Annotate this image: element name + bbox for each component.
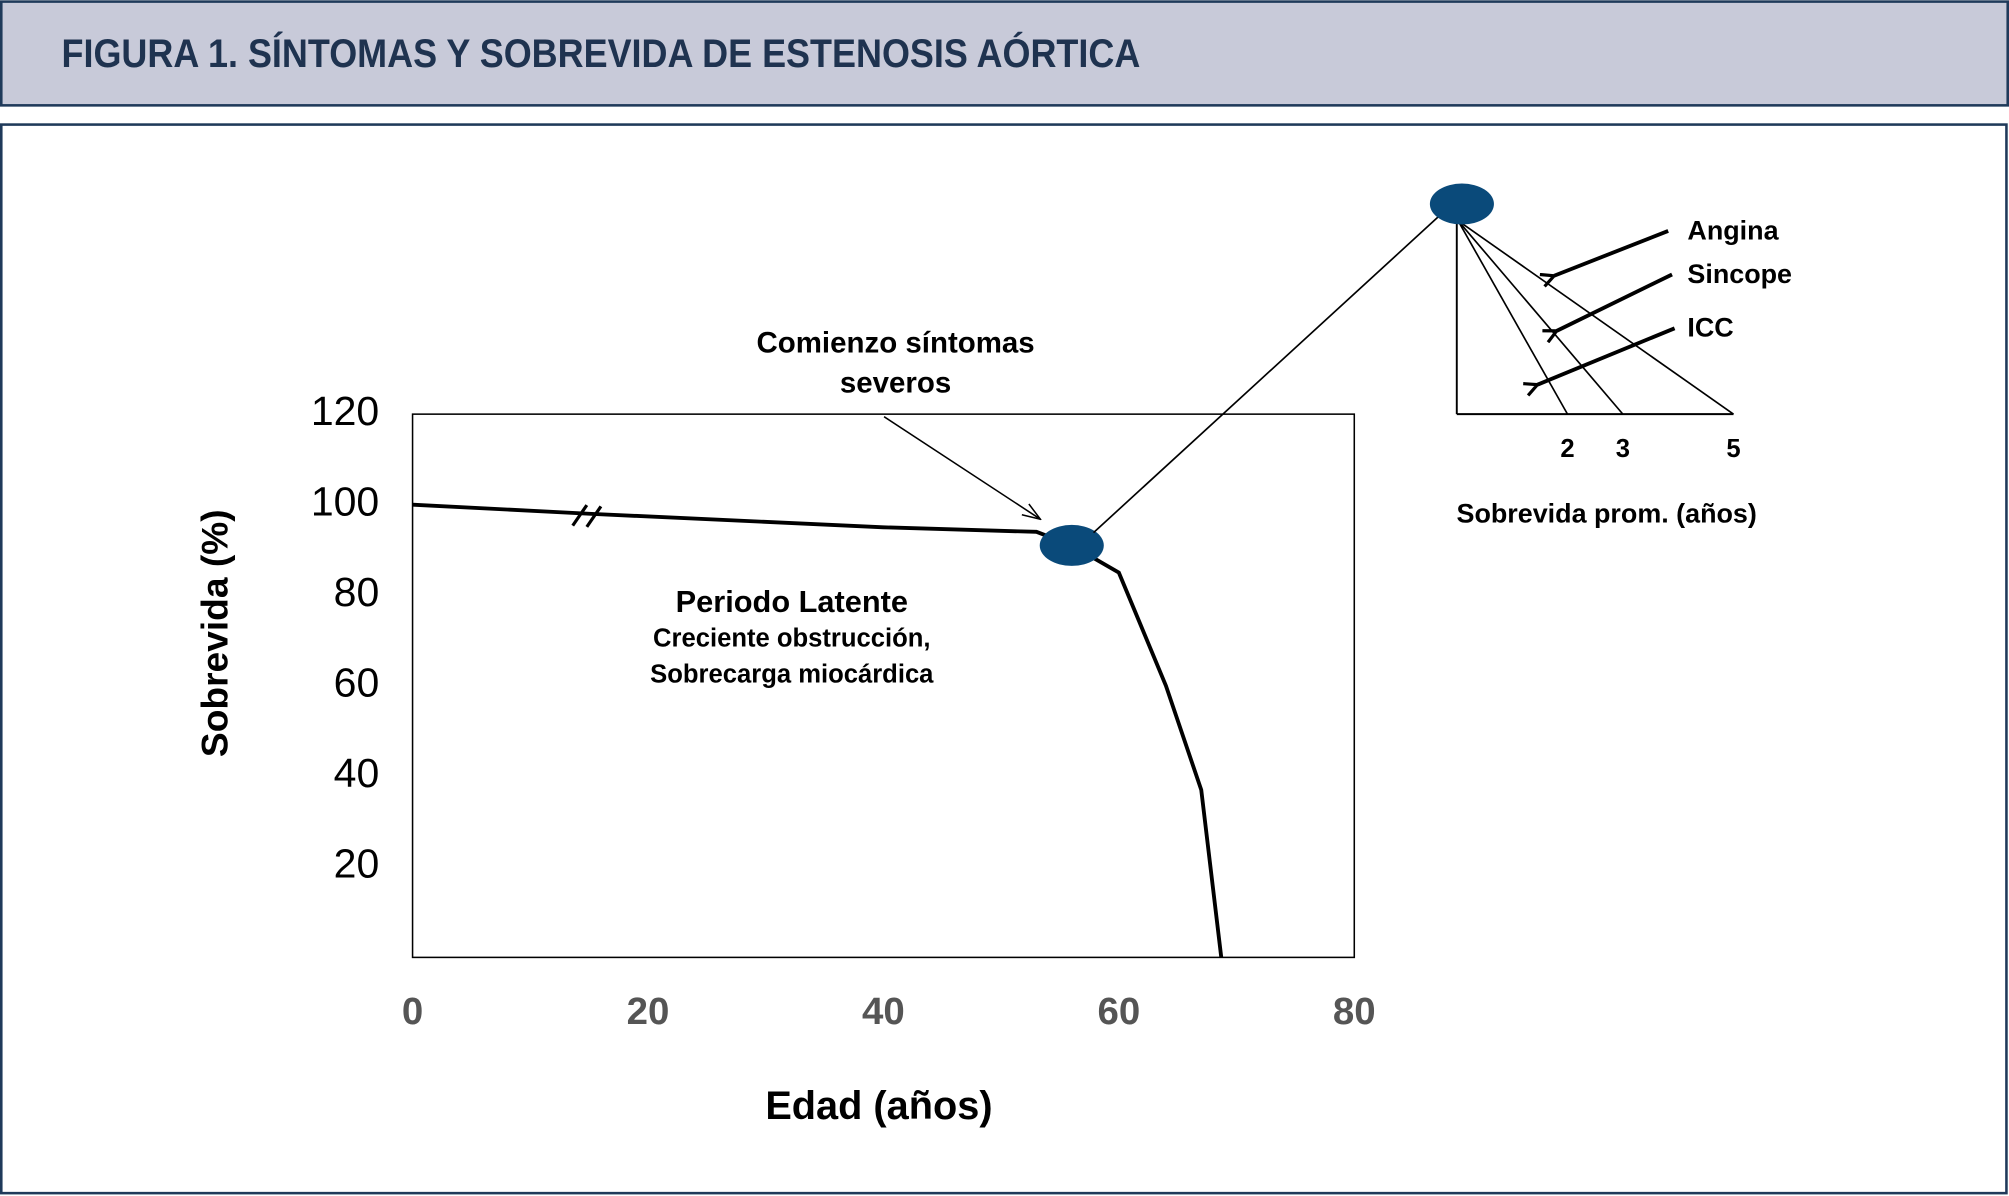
onset-label: severos — [840, 366, 951, 399]
inset-apex — [1429, 183, 1494, 225]
x-tick-label: 40 — [862, 990, 905, 1033]
symptom-arrow — [1538, 326, 1676, 384]
y-tick-label: 120 — [311, 388, 379, 434]
symptom-label: Sincope — [1687, 259, 1792, 289]
content-frame — [0, 123, 2008, 1195]
y-tick-label: 20 — [334, 841, 380, 887]
y-tick-label: 60 — [334, 660, 380, 706]
inset-tick-label: 3 — [1616, 435, 1630, 463]
latent-label: Periodo Latente — [676, 584, 908, 619]
survival-ray — [1457, 220, 1569, 415]
onset-marker — [1039, 524, 1104, 566]
chart-title: FIGURA 1. SÍNTOMAS Y SOBREVIDA DE ESTENO… — [62, 32, 1141, 76]
x-tick-label: 80 — [1333, 990, 1376, 1033]
connector — [1092, 209, 1446, 534]
axis-break — [571, 504, 603, 528]
plot-frame — [411, 413, 1356, 959]
latent-label: Creciente obstrucción, — [653, 624, 931, 652]
header-band — [0, 0, 2009, 107]
x-tick-label: 60 — [1097, 990, 1140, 1033]
inset-tick-label: 2 — [1560, 435, 1574, 463]
survival-ray — [1457, 219, 1735, 415]
symptom-arrow — [1557, 272, 1673, 330]
y-tick-label: 100 — [311, 479, 379, 525]
y-axis-label: Sobrevida (%) — [194, 509, 236, 757]
inset-axis-label: Sobrevida prom. (años) — [1457, 498, 1757, 528]
symptom-label: Angina — [1687, 215, 1779, 245]
y-tick-label: 40 — [334, 750, 380, 796]
latent-label: Sobrecarga miocárdica — [650, 660, 934, 688]
survival-line — [412, 502, 1224, 958]
symptom-arrow — [1554, 229, 1669, 276]
x-axis-label: Edad (años) — [765, 1084, 992, 1128]
x-tick-label: 0 — [402, 990, 423, 1033]
onset-arrow — [883, 416, 1040, 520]
x-tick-label: 20 — [627, 990, 670, 1033]
onset-label: Comienzo síntomas — [756, 327, 1034, 360]
y-tick-label: 80 — [334, 569, 380, 615]
survival-ray — [1457, 220, 1624, 415]
inset-tick-label: 5 — [1726, 435, 1740, 463]
symptom-label: ICC — [1687, 313, 1733, 343]
